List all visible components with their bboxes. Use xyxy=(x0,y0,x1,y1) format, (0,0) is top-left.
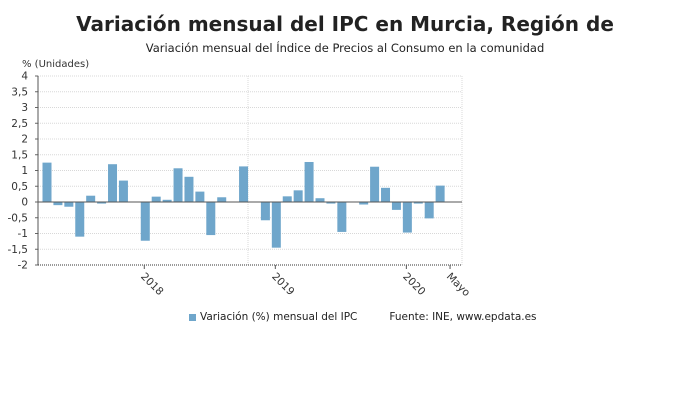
bar xyxy=(206,202,216,236)
y-tick-label: 3,5 xyxy=(11,86,28,98)
legend: Variación (%) mensual del IPC Fuente: IN… xyxy=(189,311,537,323)
bar xyxy=(435,185,445,202)
legend-label: Variación (%) mensual del IPC xyxy=(200,311,358,323)
y-tick-label: 2,5 xyxy=(11,118,28,130)
y-tick-label: -1 xyxy=(18,228,28,240)
bar xyxy=(97,202,107,204)
x-tick-label: 2018 xyxy=(138,271,165,298)
bar xyxy=(140,202,150,241)
bar xyxy=(217,197,227,202)
bar xyxy=(184,176,194,202)
bar xyxy=(260,202,270,221)
y-tick-label: 0,5 xyxy=(11,181,28,193)
bar xyxy=(151,196,161,202)
source-note: Fuente: INE, www.epdata.es xyxy=(389,311,537,323)
bar xyxy=(108,164,118,202)
bar xyxy=(271,202,281,248)
bar xyxy=(304,161,314,202)
bar xyxy=(75,202,85,237)
bar xyxy=(337,202,347,232)
y-tick-label: -2 xyxy=(18,260,28,272)
x-tick-label: 2019 xyxy=(269,271,296,298)
y-tick-label: -0,5 xyxy=(8,212,29,224)
x-tick-label: 2020 xyxy=(400,271,427,298)
x-tick-label: Mayo xyxy=(444,271,472,299)
bar xyxy=(64,202,74,207)
bar xyxy=(239,166,249,202)
y-tick-label: 1 xyxy=(21,165,28,177)
bar xyxy=(282,196,292,202)
bar xyxy=(326,202,336,204)
legend-swatch xyxy=(189,313,196,321)
chart-title: Variación mensual del IPC en Murcia, Reg… xyxy=(76,12,614,36)
bar xyxy=(118,180,128,202)
y-axis-label: % (Unidades) xyxy=(22,59,90,70)
bar xyxy=(293,190,303,202)
y-tick-label: 3 xyxy=(21,102,28,114)
bar xyxy=(370,166,380,202)
y-tick-label: 1,5 xyxy=(11,149,28,161)
bar xyxy=(162,199,172,202)
bar xyxy=(315,198,325,202)
bar xyxy=(381,187,391,202)
bar xyxy=(402,202,412,233)
bar xyxy=(413,202,423,204)
y-tick-label: -1,5 xyxy=(8,244,29,256)
bar xyxy=(424,202,434,219)
bar xyxy=(173,168,183,202)
bar xyxy=(359,202,369,205)
chart-subtitle: Variación mensual del Índice de Precios … xyxy=(145,41,545,55)
bar xyxy=(86,195,96,202)
bar xyxy=(195,191,205,202)
y-tick-label: 0 xyxy=(21,197,28,209)
bar xyxy=(391,202,401,210)
y-tick-label: 4 xyxy=(21,71,28,83)
bar xyxy=(53,202,63,206)
bar xyxy=(42,162,52,202)
y-tick-label: 2 xyxy=(21,134,28,146)
